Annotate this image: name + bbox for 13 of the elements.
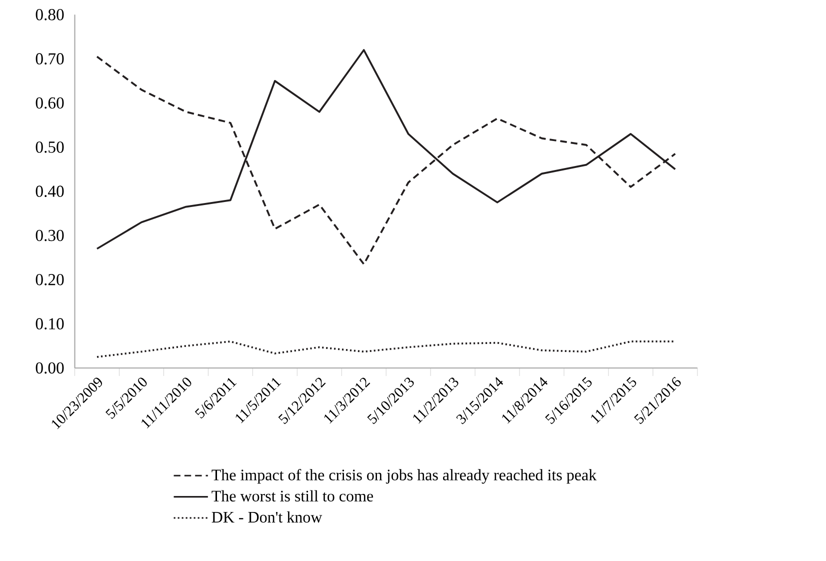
- y-tick-label: 0.40: [36, 186, 64, 197]
- y-tick-label: 0.60: [36, 97, 64, 109]
- legend-label: The worst is still to come: [212, 490, 374, 502]
- y-tick-label: 0.10: [36, 318, 64, 330]
- legend-label: DK - Don't know: [212, 511, 322, 523]
- y-tick-label: 0.80: [36, 9, 64, 20]
- y-tick-label: 0.20: [36, 274, 64, 286]
- y-tick-label: 0.00: [36, 362, 64, 374]
- line-series: [96, 340, 676, 358]
- y-tick-label: 0.30: [36, 230, 64, 242]
- legend-label: The impact of the crisis on jobs has already reached its peak: [212, 468, 597, 484]
- y-tick-label: 0.70: [36, 53, 64, 64]
- y-tick-label: 0.50: [36, 142, 64, 153]
